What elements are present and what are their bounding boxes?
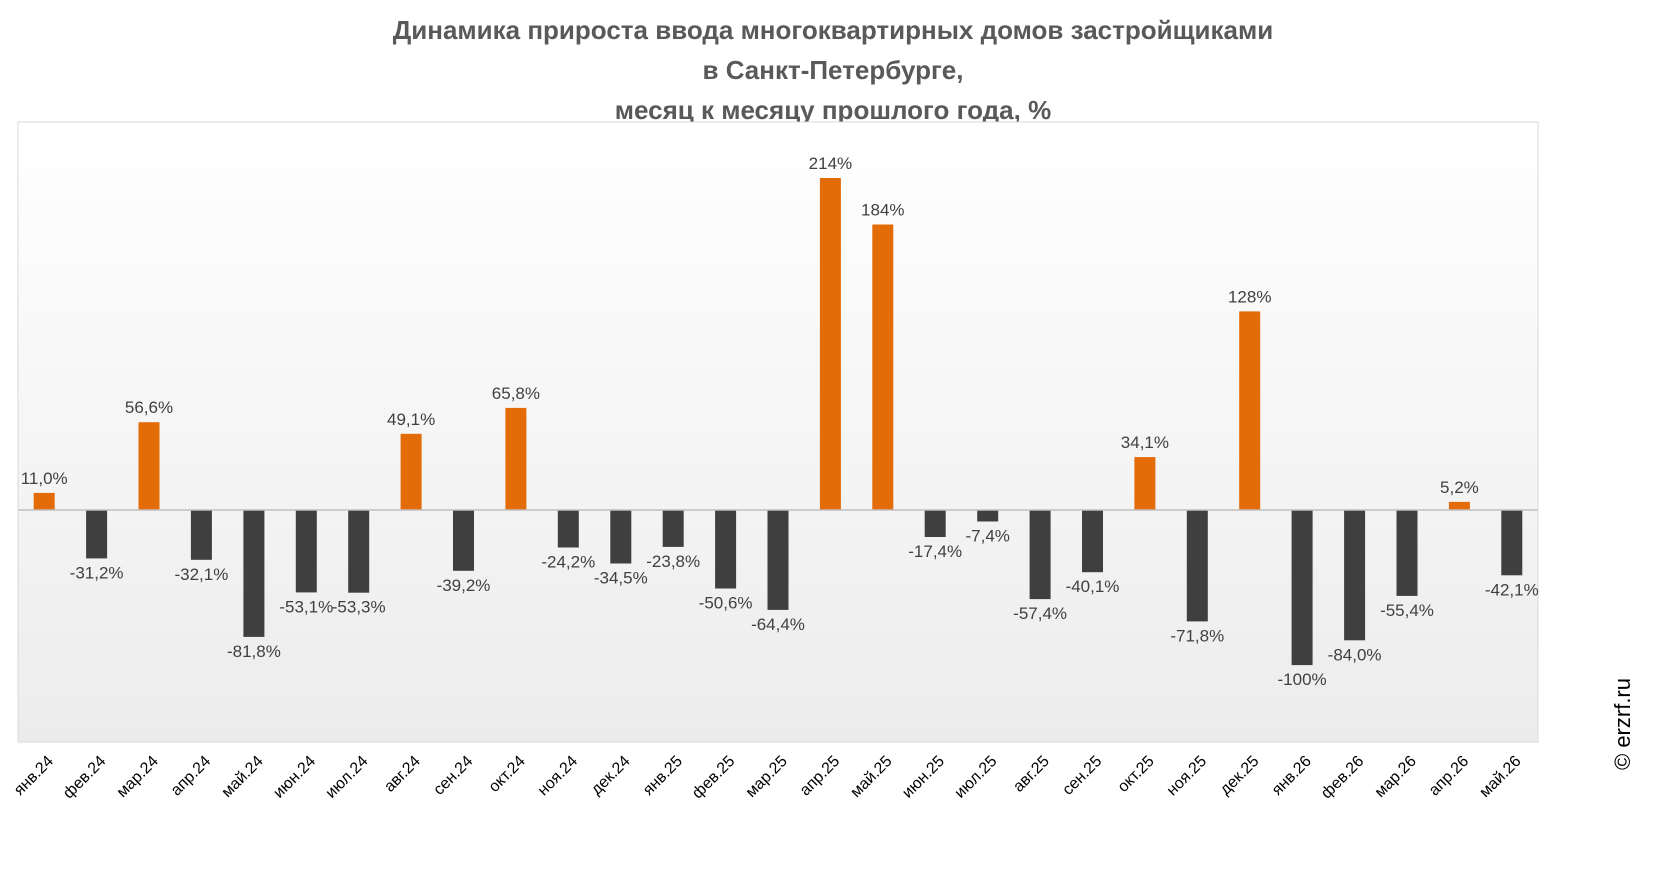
bar-авг.25 bbox=[1029, 510, 1051, 600]
bar-мар.26 bbox=[1396, 510, 1418, 596]
bar-дек.24 bbox=[610, 510, 632, 564]
data-label-апр.26: 5,2% bbox=[1440, 478, 1479, 497]
data-label-апр.25: 214% bbox=[809, 154, 852, 173]
x-tick-label-янв.25: янв.25 bbox=[640, 753, 686, 799]
bar-ноя.24 bbox=[557, 510, 579, 548]
bar-апр.26 bbox=[1448, 501, 1470, 510]
x-tick-label-мар.24: мар.24 bbox=[114, 753, 162, 801]
x-tick-label-май.25: май.25 bbox=[847, 753, 895, 801]
x-tick-label-май.26: май.26 bbox=[1476, 753, 1524, 801]
x-tick-label-июл.25: июл.25 bbox=[952, 753, 1001, 802]
data-label-фев.26: -84,0% bbox=[1328, 645, 1382, 664]
bar-июл.24 bbox=[348, 510, 370, 593]
bar-мар.24 bbox=[138, 422, 160, 510]
watermark: © erzrf.ru bbox=[1610, 678, 1635, 770]
data-label-авг.24: 49,1% bbox=[387, 410, 435, 429]
bar-май.24 bbox=[243, 510, 265, 637]
bar-май.25 bbox=[872, 224, 894, 510]
data-label-июн.24: -53,1% bbox=[279, 597, 333, 616]
x-tick-label-дек.25: дек.25 bbox=[1217, 753, 1263, 799]
data-label-сен.25: -40,1% bbox=[1066, 577, 1120, 596]
chart-title-line-3: месяц к месяцу прошлого года, % bbox=[614, 95, 1052, 125]
bar-янв.25 bbox=[662, 510, 684, 547]
x-tick-label-фев.24: фев.24 bbox=[60, 753, 109, 802]
x-tick-label-янв.26: янв.26 bbox=[1269, 753, 1315, 799]
x-tick-label-янв.24: янв.24 bbox=[11, 753, 57, 799]
x-tick-label-дек.24: дек.24 bbox=[588, 753, 634, 799]
bar-янв.26 bbox=[1291, 510, 1313, 666]
data-label-фев.24: -31,2% bbox=[70, 563, 124, 582]
data-label-янв.26: -100% bbox=[1278, 670, 1327, 689]
x-tick-label-авг.24: авг.24 bbox=[381, 753, 424, 796]
x-tick-label-ноя.25: ноя.25 bbox=[1164, 753, 1210, 799]
data-label-окт.24: 65,8% bbox=[492, 384, 540, 403]
x-tick-label-сен.24: сен.24 bbox=[430, 753, 476, 799]
data-label-фев.25: -50,6% bbox=[699, 594, 753, 613]
bar-апр.24 bbox=[190, 510, 212, 560]
bar-фев.25 bbox=[715, 510, 737, 589]
data-label-дек.25: 128% bbox=[1228, 287, 1271, 306]
bar-сен.25 bbox=[1082, 510, 1103, 573]
data-label-окт.25: 34,1% bbox=[1121, 433, 1169, 452]
bar-сен.24 bbox=[453, 510, 474, 571]
x-tick-label-апр.25: апр.25 bbox=[797, 753, 844, 800]
x-tick-label-фев.25: фев.25 bbox=[689, 753, 738, 802]
bar-окт.25 bbox=[1134, 457, 1156, 510]
bar-янв.24 bbox=[33, 492, 55, 510]
bar-окт.24 bbox=[505, 407, 527, 510]
x-tick-label-авг.25: авг.25 bbox=[1010, 753, 1053, 796]
data-label-май.26: -42,1% bbox=[1485, 580, 1539, 599]
data-label-апр.24: -32,1% bbox=[174, 565, 228, 584]
bar-июн.24 bbox=[295, 510, 317, 593]
bar-ноя.25 bbox=[1186, 510, 1208, 622]
bar-дек.25 bbox=[1239, 311, 1261, 510]
x-tick-label-фев.26: фев.26 bbox=[1318, 753, 1367, 802]
data-label-сен.24: -39,2% bbox=[437, 576, 491, 595]
x-tick-label-мар.26: мар.26 bbox=[1372, 753, 1420, 801]
x-tick-label-окт.25: окт.25 bbox=[1115, 753, 1158, 796]
plot-area bbox=[17, 121, 1539, 743]
x-tick-label-окт.24: окт.24 bbox=[486, 753, 529, 796]
x-tick-label-ноя.24: ноя.24 bbox=[535, 753, 581, 799]
data-label-янв.25: -23,8% bbox=[646, 552, 700, 571]
x-tick-label-май.24: май.24 bbox=[219, 753, 267, 801]
x-tick-label-апр.24: апр.24 bbox=[168, 753, 215, 800]
x-tick-label-сен.25: сен.25 bbox=[1059, 753, 1105, 799]
data-label-мар.25: -64,4% bbox=[751, 615, 805, 634]
bar-июл.25 bbox=[977, 510, 999, 522]
data-label-дек.24: -34,5% bbox=[594, 569, 648, 588]
data-label-май.25: 184% bbox=[861, 201, 904, 220]
x-tick-label-июн.25: июн.25 bbox=[899, 753, 948, 802]
data-label-май.24: -81,8% bbox=[227, 642, 281, 661]
x-tick-label-июн.24: июн.24 bbox=[270, 753, 319, 802]
bar-мар.25 bbox=[767, 510, 789, 610]
data-label-июл.24: -53,3% bbox=[332, 598, 386, 617]
bar-фев.26 bbox=[1344, 510, 1366, 641]
data-label-мар.26: -55,4% bbox=[1380, 601, 1434, 620]
x-tick-label-июл.24: июл.24 bbox=[323, 753, 372, 802]
bar-май.26 bbox=[1501, 510, 1523, 576]
data-label-ноя.25: -71,8% bbox=[1170, 626, 1224, 645]
bar-апр.25 bbox=[819, 178, 841, 510]
data-label-ноя.24: -24,2% bbox=[541, 553, 595, 572]
data-label-авг.25: -57,4% bbox=[1013, 604, 1067, 623]
data-label-июн.25: -17,4% bbox=[908, 542, 962, 561]
chart-title-line-1: Динамика прироста ввода многоквартирных … bbox=[392, 15, 1274, 45]
data-label-мар.24: 56,6% bbox=[125, 398, 173, 417]
data-label-июл.25: -7,4% bbox=[965, 527, 1009, 546]
chart-title-line-2: в Санкт-Петербурге, bbox=[702, 55, 964, 85]
data-label-янв.24: 11,0% bbox=[21, 469, 68, 488]
bar-авг.24 bbox=[400, 433, 422, 510]
bar-июн.25 bbox=[924, 510, 946, 537]
x-tick-label-мар.25: мар.25 bbox=[743, 753, 791, 801]
chart-title: Динамика прироста ввода многоквартирных … bbox=[0, 10, 1666, 130]
bar-фев.24 bbox=[86, 510, 108, 559]
x-tick-label-апр.26: апр.26 bbox=[1426, 753, 1473, 800]
